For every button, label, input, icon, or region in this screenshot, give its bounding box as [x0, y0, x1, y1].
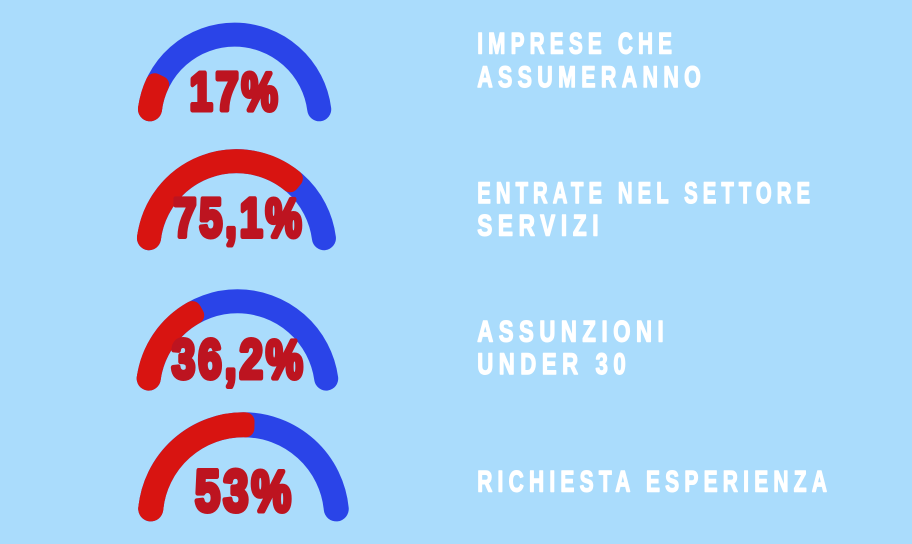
- svg-text:ENTRATE NEL SETTORE: ENTRATE NEL SETTORE: [477, 177, 815, 210]
- svg-text:75,1%: 75,1%: [174, 187, 305, 249]
- svg-text:17%: 17%: [190, 62, 281, 122]
- svg-text:ASSUMERANNO: ASSUMERANNO: [477, 61, 706, 94]
- svg-text:SERVIZI: SERVIZI: [477, 210, 604, 243]
- svg-text:IMPRESE CHE: IMPRESE CHE: [477, 28, 677, 61]
- svg-text:UNDER 30: UNDER 30: [477, 348, 631, 381]
- svg-text:53%: 53%: [195, 459, 294, 524]
- svg-text:RICHIESTA ESPERIENZA: RICHIESTA ESPERIENZA: [477, 465, 832, 498]
- svg-text:36,2%: 36,2%: [172, 328, 306, 390]
- svg-text:ASSUNZIONI: ASSUNZIONI: [477, 316, 669, 349]
